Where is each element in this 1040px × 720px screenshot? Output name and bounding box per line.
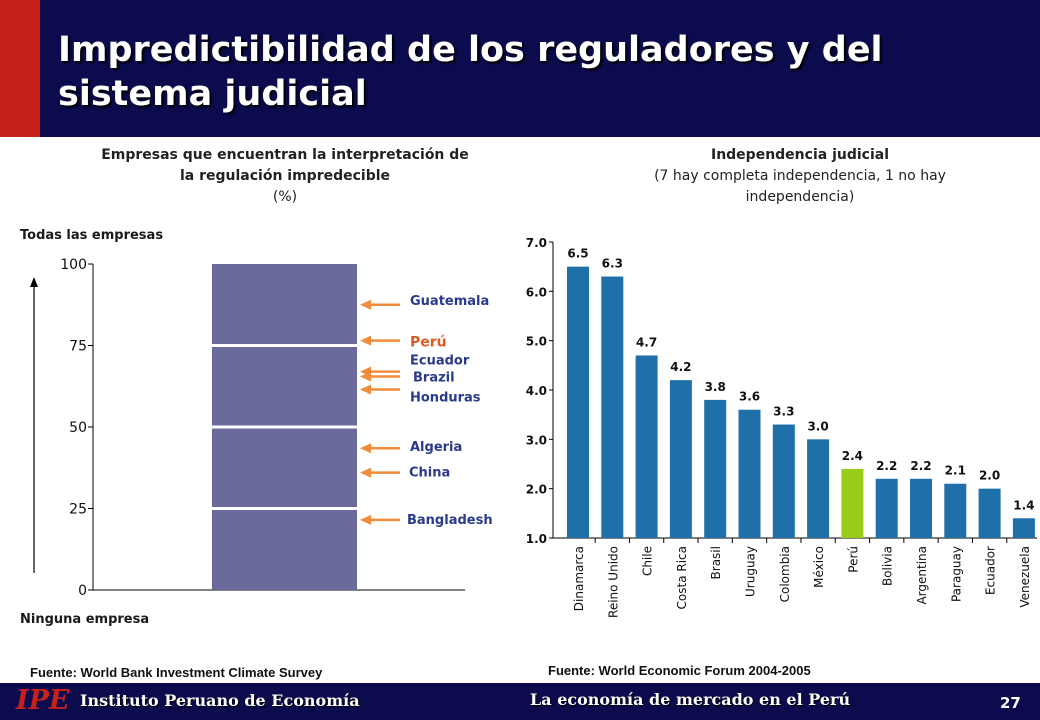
country-label: Ecuador — [410, 354, 470, 369]
bar — [978, 488, 1001, 538]
value-label: 3.0 — [807, 419, 828, 433]
y-tick-label: 1.0 — [526, 532, 547, 546]
left-heading: Empresas que encuentran la interpretació… — [40, 145, 530, 208]
left-source: Fuente: World Bank Investment Climate Su… — [30, 665, 323, 680]
bottom-label: Ninguna empresa — [20, 612, 150, 627]
value-label: 2.2 — [910, 459, 931, 473]
y-tick-label: 50 — [69, 420, 87, 436]
judicial-chart: 1.0 2.0 3.0 4.0 5.0 6.0 7.0 6.5 Dinamarca 6.3 Rein… — [526, 236, 1038, 618]
left-heading-line1: Empresas que encuentran la interpretació… — [101, 147, 469, 163]
category-label: México — [812, 546, 826, 588]
y-tick-label: 2.0 — [526, 483, 547, 497]
y-tick-label: 100 — [60, 257, 87, 273]
category-label: Uruguay — [744, 546, 758, 597]
country-label: Bangladesh — [407, 513, 493, 528]
value-label: 3.8 — [705, 380, 726, 394]
value-label: 3.6 — [739, 390, 760, 404]
marker-arrow-head — [360, 371, 371, 382]
footer-bar — [0, 683, 1040, 720]
marker-arrow-head — [360, 335, 371, 346]
category-label: Argentina — [915, 546, 929, 605]
category-label: Colombia — [778, 546, 792, 602]
slide-title: Impredictibilidad de los reguladores y d… — [58, 30, 883, 114]
growth-arrow-head — [30, 277, 38, 287]
right-heading: Independencia judicial (7 hay completa i… — [570, 145, 1030, 208]
category-label: Ecuador — [984, 546, 998, 595]
category-label: Perú — [846, 546, 860, 573]
right-source: Fuente: World Economic Forum 2004-2005 — [548, 663, 811, 678]
footer-tagline: La economía de mercado en el Perú — [530, 690, 851, 709]
bar — [567, 266, 589, 538]
left-heading-unit: (%) — [272, 189, 298, 205]
bar — [635, 355, 658, 538]
value-label: 1.4 — [1013, 498, 1034, 512]
category-label: Brasil — [709, 546, 723, 579]
country-label: China — [409, 466, 450, 481]
header-bar — [0, 0, 1040, 137]
value-label: 2.1 — [945, 464, 966, 478]
value-label: 3.3 — [773, 405, 794, 419]
country-label: Honduras — [410, 391, 481, 406]
bar — [807, 439, 830, 538]
marker-arrow-head — [360, 514, 371, 525]
value-label: 4.2 — [670, 360, 691, 374]
y-tick-label: 0 — [78, 583, 87, 599]
y-tick-label: 6.0 — [526, 285, 547, 299]
bar — [704, 399, 727, 538]
y-tick-label: 7.0 — [526, 236, 547, 250]
bar — [944, 483, 967, 538]
marker-arrow-head — [360, 299, 371, 310]
right-heading-line3: independencia) — [745, 189, 855, 205]
value-label: 2.2 — [876, 459, 897, 473]
value-label: 2.4 — [842, 449, 863, 463]
category-label: Reino Unido — [606, 546, 620, 618]
category-label: Costa Rica — [675, 546, 689, 609]
page-number: 27 — [1000, 694, 1021, 712]
value-label: 4.7 — [636, 335, 657, 349]
header-accent — [0, 0, 40, 137]
bar — [772, 424, 795, 538]
country-label: Algeria — [410, 440, 462, 455]
value-label: 2.0 — [979, 469, 1000, 483]
bar — [841, 468, 864, 538]
y-tick-label: 3.0 — [526, 433, 547, 447]
y-tick-label: 4.0 — [526, 384, 547, 398]
marker-arrow-head — [360, 384, 371, 395]
value-label: 6.5 — [567, 247, 588, 261]
country-label: Brazil — [413, 370, 455, 385]
bar — [669, 380, 692, 538]
bar — [910, 478, 932, 538]
right-heading-line2: (7 hay completa independencia, 1 no hay — [654, 168, 946, 184]
category-label: Paraguay — [949, 546, 963, 602]
left-heading-line2: la regulación impredecible — [179, 168, 391, 184]
y-tick-label: 75 — [69, 339, 87, 355]
institution-name: Instituto Peruano de Economía — [80, 691, 360, 710]
category-label: Dinamarca — [572, 546, 586, 611]
category-label: Chile — [641, 546, 655, 576]
country-label: Perú — [410, 335, 447, 351]
top-label: Todas las empresas — [20, 228, 164, 243]
y-tick-label: 25 — [69, 502, 87, 518]
country-label: Guatemala — [410, 294, 489, 309]
y-tick-label: 5.0 — [526, 335, 547, 349]
category-label: Venezuela — [1018, 546, 1032, 608]
bar — [1012, 518, 1035, 538]
value-label: 6.3 — [602, 257, 623, 271]
category-label: Bolivia — [881, 546, 895, 586]
ipe-logo: IPE — [16, 685, 70, 716]
bar — [601, 276, 624, 538]
marker-arrow-head — [360, 443, 371, 454]
bar — [875, 478, 898, 538]
marker-arrow-head — [360, 467, 371, 478]
right-heading-line1: Independencia judicial — [710, 147, 889, 163]
bar — [738, 409, 761, 538]
